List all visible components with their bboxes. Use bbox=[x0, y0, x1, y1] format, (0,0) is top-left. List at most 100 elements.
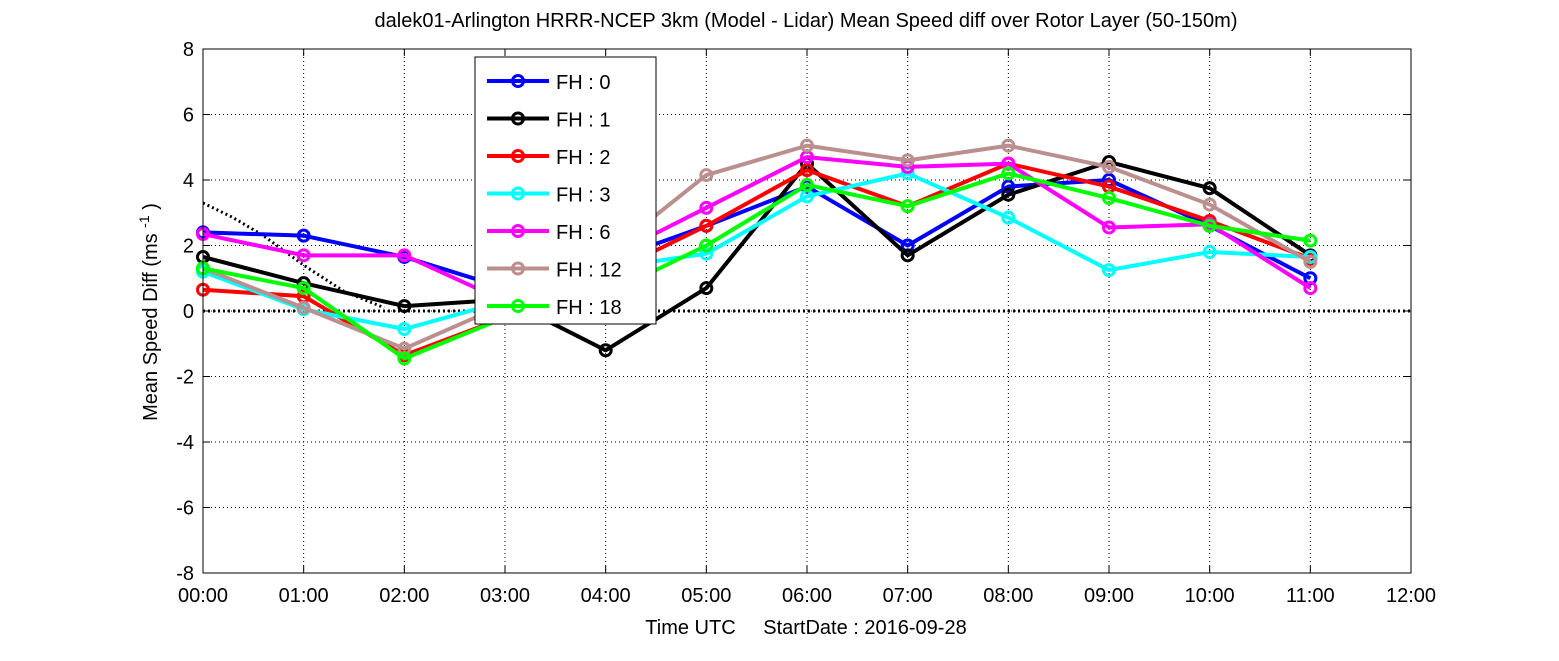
data-point bbox=[1102, 263, 1116, 278]
y-tick-label: 2 bbox=[183, 236, 194, 258]
x-axis-label-main: Time UTC bbox=[645, 617, 735, 639]
data-point bbox=[900, 199, 915, 214]
legend-swatch-marker bbox=[511, 111, 525, 126]
y-tick-label: -4 bbox=[176, 432, 194, 454]
series-line bbox=[202, 171, 1311, 332]
series-line bbox=[202, 155, 1312, 304]
x-tick-label: 10:00 bbox=[1185, 585, 1235, 607]
y-tick-label: 6 bbox=[183, 105, 194, 127]
data-point bbox=[296, 248, 311, 263]
legend-label: FH : 6 bbox=[556, 222, 610, 244]
legend-item: FH : 0 bbox=[487, 72, 610, 94]
data-point bbox=[1202, 218, 1217, 233]
y-tick-label: 8 bbox=[183, 39, 194, 61]
data-point bbox=[296, 300, 311, 315]
legend-swatch-marker bbox=[511, 149, 525, 163]
series-line bbox=[202, 171, 1311, 361]
legend-label: FH : 1 bbox=[556, 110, 610, 132]
y-tick-label: -8 bbox=[176, 563, 194, 585]
legend-item: FH : 1 bbox=[487, 110, 610, 132]
y-axis-label-main: Mean Speed Diff (ms bbox=[140, 233, 162, 421]
y-tick-label: -6 bbox=[176, 498, 194, 520]
data-point bbox=[1303, 233, 1318, 248]
data-point bbox=[1001, 179, 1016, 194]
data-point bbox=[1001, 138, 1016, 153]
y-tick-label: 0 bbox=[183, 301, 194, 323]
data-point bbox=[1202, 181, 1217, 196]
data-point bbox=[900, 153, 915, 168]
y-tick-label: 4 bbox=[183, 170, 194, 192]
data-point bbox=[800, 177, 814, 192]
legend-label: FH : 0 bbox=[556, 72, 610, 94]
chart-title: dalek01-Arlington HRRR-NCEP 3km (Model -… bbox=[375, 10, 1238, 32]
y-tick-label: -2 bbox=[176, 367, 194, 389]
data-point bbox=[397, 322, 412, 337]
legend: FH : 0 FH : 1 FH : 2 FH : 3 FH : 6 FH : 12 FH … bbox=[474, 56, 657, 325]
legend-swatch-marker bbox=[511, 186, 525, 201]
data-point bbox=[598, 343, 613, 358]
x-tick-label: 01:00 bbox=[279, 585, 329, 607]
legend-label: FH : 18 bbox=[556, 297, 622, 319]
series-6 bbox=[196, 166, 1318, 366]
series-line bbox=[202, 143, 1312, 351]
x-tick-label: 09:00 bbox=[1084, 585, 1134, 607]
data-point bbox=[1102, 159, 1116, 174]
data-point bbox=[1001, 166, 1016, 181]
data-point bbox=[699, 246, 714, 261]
legend-label: FH : 2 bbox=[556, 147, 610, 169]
data-point bbox=[800, 138, 814, 153]
legend-swatch-marker bbox=[511, 74, 525, 88]
data-point bbox=[1001, 210, 1016, 225]
legend-item: FH : 12 bbox=[487, 260, 622, 282]
y-axis-label: Mean Speed Diff (ms -1 ) bbox=[132, 203, 162, 421]
data-point bbox=[397, 248, 412, 263]
legend-label: FH : 12 bbox=[556, 260, 622, 282]
series-4 bbox=[196, 150, 1318, 309]
legend-swatch-marker bbox=[511, 224, 525, 238]
data-point bbox=[1102, 191, 1116, 206]
data-point bbox=[296, 228, 311, 243]
x-tick-label: 12:00 bbox=[1386, 585, 1436, 607]
legend-items: FH : 0 FH : 1 FH : 2 FH : 3 FH : 6 FH : 12 FH … bbox=[487, 72, 622, 319]
legend-swatch-marker bbox=[511, 261, 525, 276]
x-tick-label: 02:00 bbox=[379, 585, 429, 607]
x-tick-label: 05:00 bbox=[681, 585, 731, 607]
data-point bbox=[397, 299, 412, 314]
data-point bbox=[1303, 254, 1318, 269]
x-tick-label: 03:00 bbox=[480, 585, 530, 607]
legend-box bbox=[474, 56, 657, 325]
data-point bbox=[699, 238, 714, 253]
x-tick-label: 07:00 bbox=[883, 585, 933, 607]
legend-item: FH : 3 bbox=[487, 185, 610, 207]
data-point bbox=[1202, 197, 1217, 212]
legend-item: FH : 18 bbox=[487, 297, 622, 319]
data-point bbox=[699, 218, 714, 233]
data-point bbox=[800, 163, 814, 178]
x-tick-label: 04:00 bbox=[581, 585, 631, 607]
axis-ticks: 00:00 01:00 02:00 03:00 04:00 05:00 06:00 07:00… bbox=[176, 39, 1436, 607]
x-tick-label: 08:00 bbox=[983, 585, 1033, 607]
data-point bbox=[1102, 220, 1116, 235]
legend-item: FH : 2 bbox=[487, 147, 610, 169]
data-point bbox=[1303, 281, 1318, 296]
data-point bbox=[900, 248, 915, 263]
data-point bbox=[397, 351, 412, 366]
data-point bbox=[699, 281, 714, 296]
legend-item: FH : 6 bbox=[487, 222, 610, 244]
data-point bbox=[1001, 187, 1016, 202]
data-point bbox=[296, 281, 311, 296]
data-point bbox=[699, 200, 714, 215]
data-point bbox=[699, 168, 714, 183]
y-axis-label-close: ) bbox=[140, 203, 162, 210]
legend-label: FH : 3 bbox=[556, 185, 610, 207]
x-axis-label: Time UTC StartDate : 2016-09-28 bbox=[645, 617, 966, 639]
x-tick-label: 00:00 bbox=[178, 585, 228, 607]
start-date-label: StartDate : 2016-09-28 bbox=[763, 617, 966, 639]
x-tick-label: 06:00 bbox=[782, 585, 832, 607]
x-tick-label: 11:00 bbox=[1286, 585, 1335, 607]
legend-swatch-marker bbox=[511, 299, 525, 313]
data-point bbox=[1202, 245, 1217, 260]
